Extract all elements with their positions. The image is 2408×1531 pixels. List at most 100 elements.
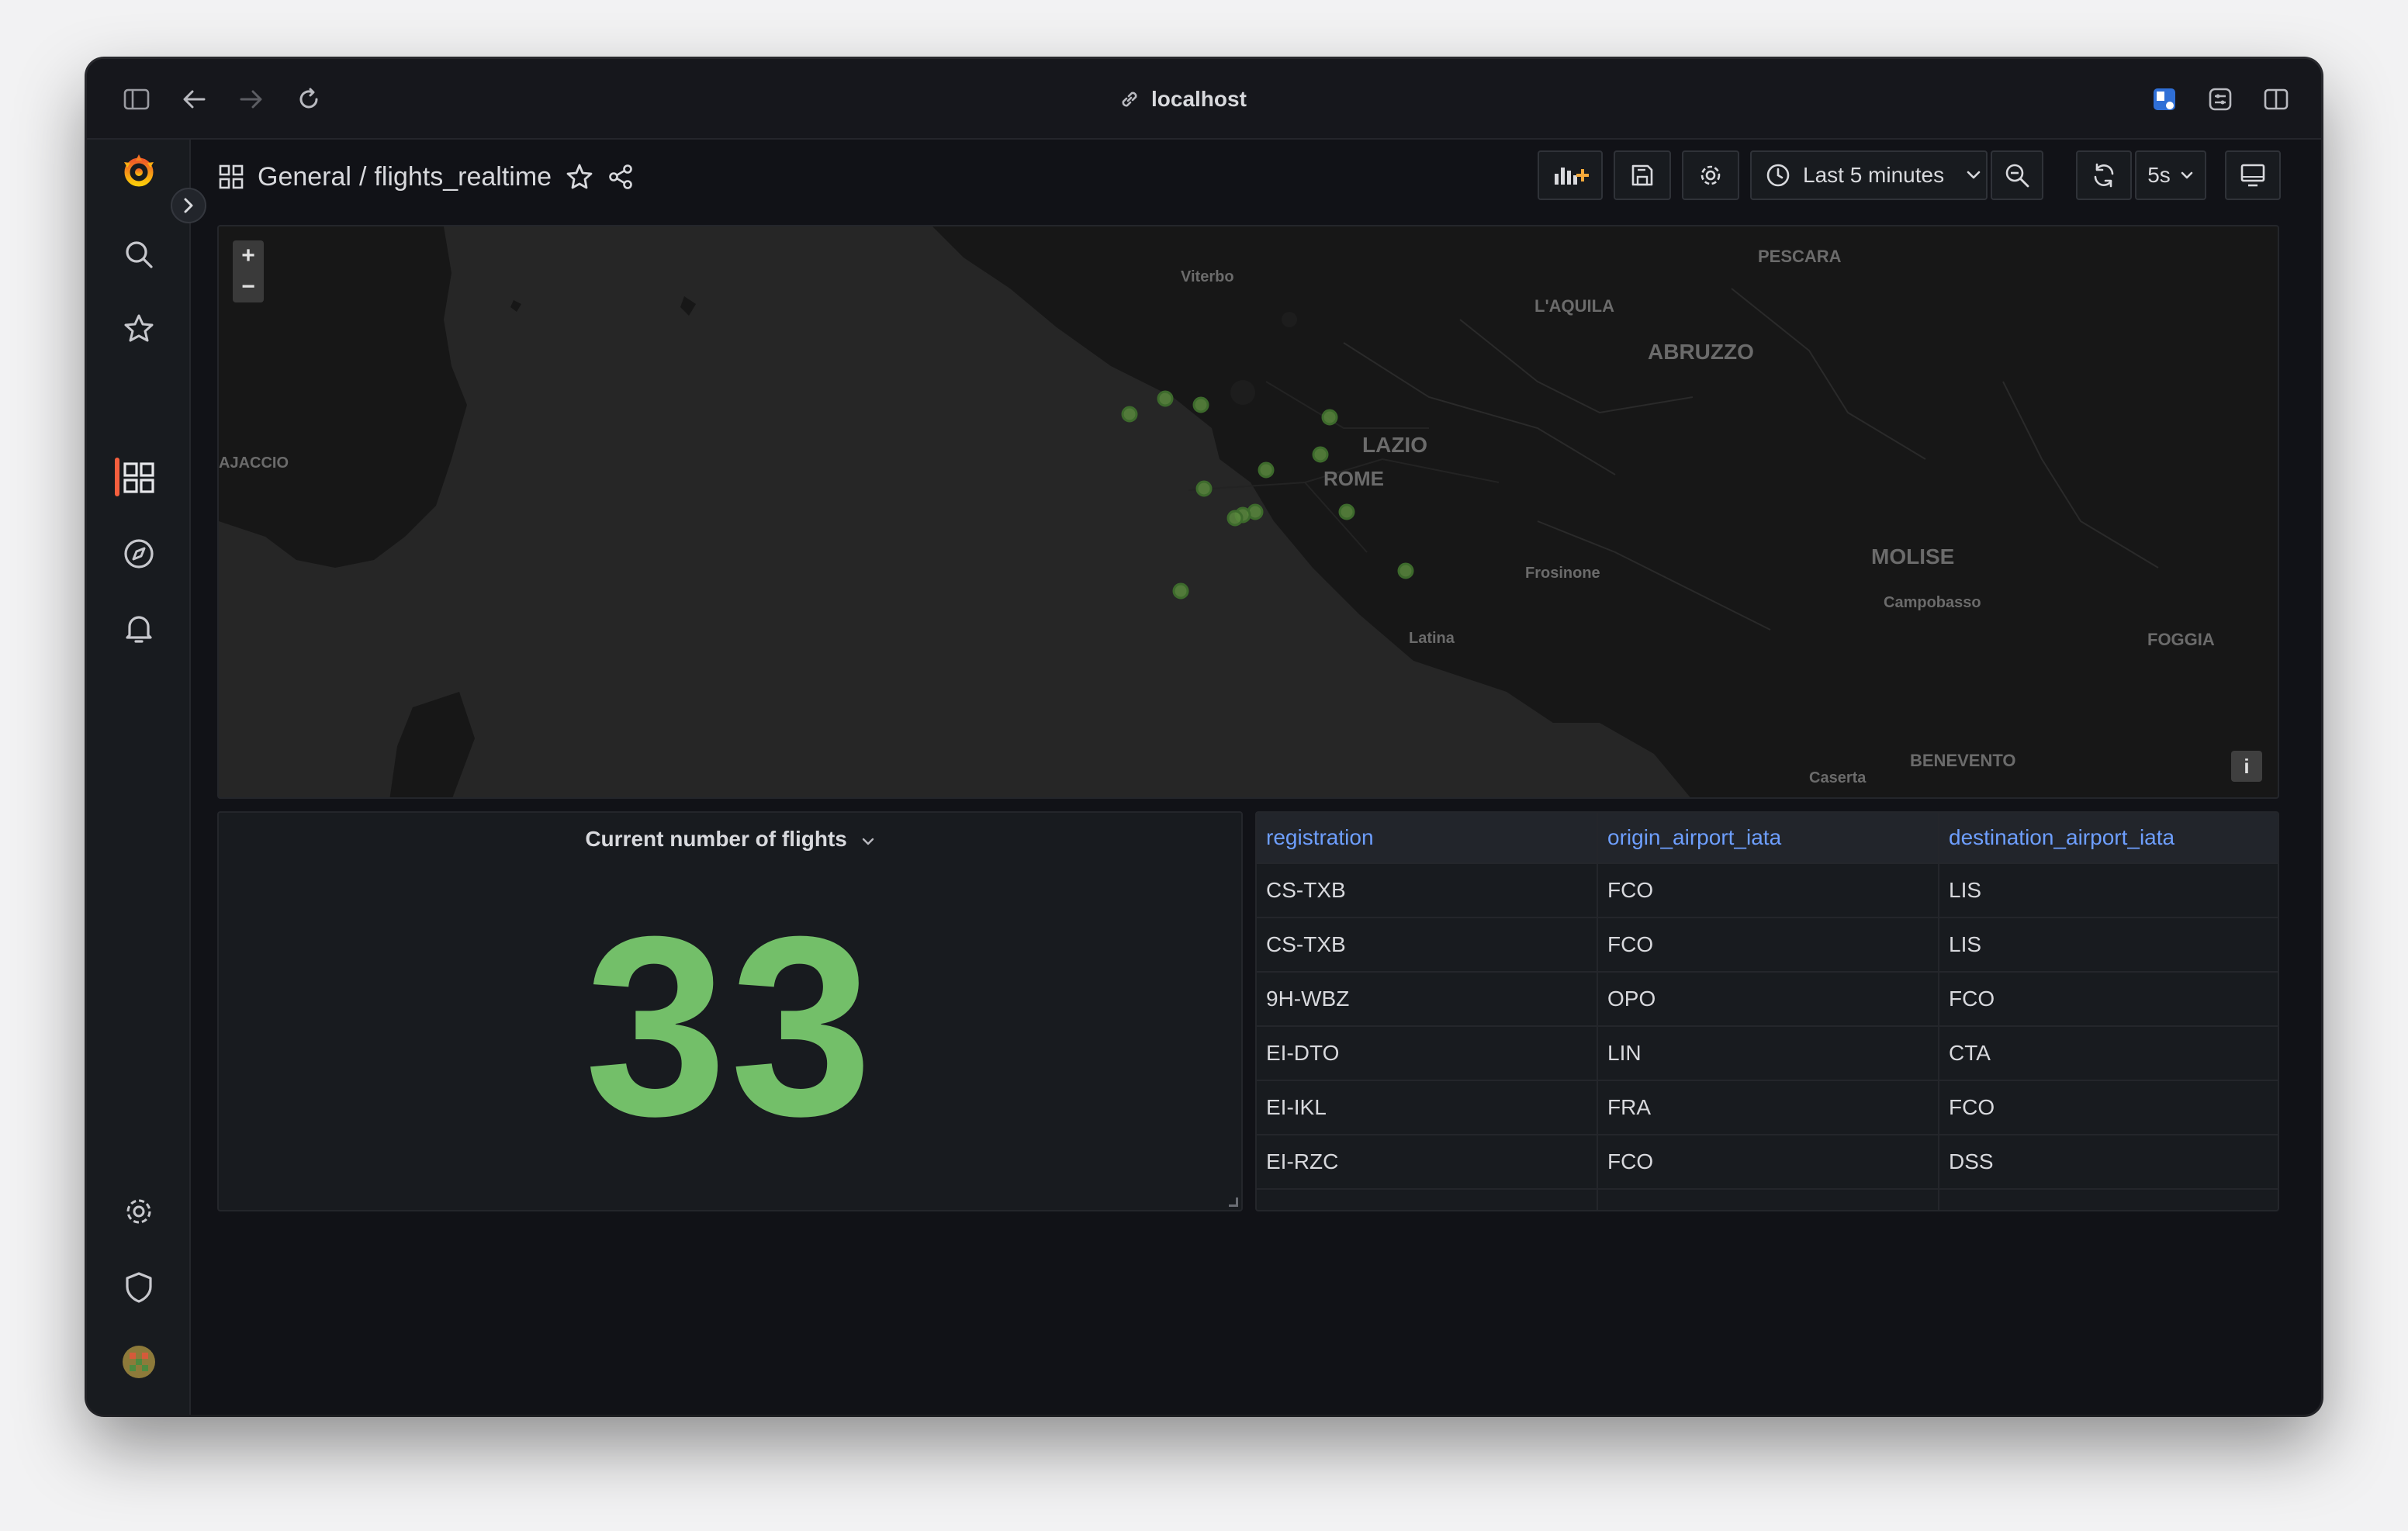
zoom-out-time-button[interactable] xyxy=(1991,150,2043,200)
map-label-molise: MOLISE xyxy=(1871,544,1955,569)
registration-cell: 9H-WBZ xyxy=(1257,973,1598,1025)
forward-icon[interactable] xyxy=(234,82,268,116)
origin-cell: OPO xyxy=(1598,973,1939,1025)
table-row: 9H-WBZ OPO FCO xyxy=(1257,973,2278,1027)
map-attribution-info-button[interactable]: i xyxy=(2231,751,2262,782)
help-icon[interactable] xyxy=(112,1412,165,1415)
time-range-picker[interactable]: Last 5 minutes xyxy=(1750,150,1988,200)
column-header-destination[interactable]: destination_airport_iata xyxy=(1949,825,2175,849)
active-indicator xyxy=(115,458,119,496)
save-icon xyxy=(1631,164,1653,186)
origin-cell: FCO xyxy=(1598,1135,1939,1188)
map-label-frosinone: Frosinone xyxy=(1525,565,1600,582)
flight-point[interactable] xyxy=(1321,409,1338,426)
dashboard-settings-button[interactable] xyxy=(1682,150,1739,200)
gear-icon xyxy=(1700,165,1721,185)
column-header-registration[interactable]: registration xyxy=(1257,813,1598,862)
grafana-logo-icon[interactable] xyxy=(112,144,165,197)
split-view-icon[interactable] xyxy=(2259,82,2293,116)
registration-cell: CS-TXB xyxy=(1257,864,1598,917)
destination-cell: LIS xyxy=(1949,932,1982,956)
map-zoom-out-button[interactable]: − xyxy=(241,274,255,299)
clock-icon xyxy=(1766,164,1790,187)
table-row: EI-DTO LIN CTA xyxy=(1257,1027,2278,1081)
destination-cell: FCO xyxy=(1949,987,1995,1011)
star-dashboard-icon[interactable] xyxy=(566,163,593,191)
back-icon[interactable] xyxy=(177,82,211,116)
add-panel-icon xyxy=(1555,168,1589,185)
flight-point[interactable] xyxy=(1226,510,1244,527)
configuration-gear-icon[interactable] xyxy=(112,1185,165,1238)
user-avatar[interactable] xyxy=(112,1336,165,1388)
share-icon[interactable] xyxy=(607,164,634,190)
map-label-pescara: PESCARA xyxy=(1758,247,1842,266)
dashboard-grid-icon xyxy=(216,161,247,192)
tv-mode-button[interactable] xyxy=(2225,150,2281,200)
table-row-partial xyxy=(1257,1190,2278,1210)
flight-points xyxy=(1121,390,1414,600)
add-panel-button[interactable] xyxy=(1538,150,1603,200)
table-row: EI-IKL FRA FCO xyxy=(1257,1081,2278,1135)
flight-point[interactable] xyxy=(1312,446,1329,463)
breadcrumb-folder[interactable]: General xyxy=(258,161,351,192)
panel-resize-handle[interactable] xyxy=(1229,1197,1238,1207)
flight-point[interactable] xyxy=(1195,480,1213,497)
map-label-abruzzo: ABRUZZO xyxy=(1648,340,1754,364)
zoom-out-icon xyxy=(2005,164,2029,188)
search-icon[interactable] xyxy=(112,228,165,281)
chevron-right-icon xyxy=(184,198,193,213)
refresh-interval-picker[interactable]: 5s xyxy=(2135,150,2206,200)
origin-cell: FCO xyxy=(1598,918,1939,971)
origin-cell: FCO xyxy=(1598,864,1939,917)
map-label-foggia: FOGGIA xyxy=(2147,630,2215,649)
flight-point[interactable] xyxy=(1192,396,1209,413)
chevron-down-icon xyxy=(1967,171,1981,179)
flight-point[interactable] xyxy=(1338,503,1355,520)
stat-panel-header[interactable]: Current number of flights xyxy=(219,827,1241,852)
table-row: CS-TXB FCO LIS xyxy=(1257,918,2278,973)
chevron-down-icon xyxy=(2181,171,2193,179)
map-label-benevento: BENEVENTO xyxy=(1910,751,2016,770)
map-label-campobasso: Campobasso xyxy=(1884,594,1981,611)
map-zoom-control: + − xyxy=(233,240,264,302)
registration-cell: CS-TXB xyxy=(1257,918,1598,971)
flight-point[interactable] xyxy=(1172,582,1189,600)
refresh-interval-label: 5s xyxy=(2147,163,2171,187)
origin-cell: FRA xyxy=(1598,1081,1939,1134)
reload-icon[interactable] xyxy=(292,82,326,116)
url-bar[interactable]: localhost xyxy=(1119,79,1289,119)
flight-point[interactable] xyxy=(1397,562,1414,579)
dashboard-title[interactable]: flights_realtime xyxy=(374,161,552,192)
explore-icon[interactable] xyxy=(112,527,165,580)
map-label-rome: ROME xyxy=(1323,467,1384,490)
flight-point[interactable] xyxy=(1157,390,1174,407)
flight-point[interactable] xyxy=(1121,406,1138,423)
destination-cell: FCO xyxy=(1949,1095,1995,1119)
column-header-origin[interactable]: origin_airport_iata xyxy=(1598,813,1939,862)
table-header-row: registration origin_airport_iata destina… xyxy=(1257,813,2278,864)
partial-cell xyxy=(1598,1190,1939,1210)
save-dashboard-button[interactable] xyxy=(1614,150,1671,200)
breadcrumb-separator: / xyxy=(358,161,367,192)
extension-icon[interactable] xyxy=(2147,82,2181,116)
registration-cell: EI-RZC xyxy=(1257,1135,1598,1188)
map-zoom-in-button[interactable]: + xyxy=(241,243,255,268)
server-admin-shield-icon[interactable] xyxy=(112,1261,165,1314)
sidebar-toggle-icon[interactable] xyxy=(119,82,154,116)
map-label-latina: Latina xyxy=(1409,630,1455,647)
refresh-icon xyxy=(2094,163,2114,188)
destination-cell: CTA xyxy=(1949,1041,1991,1065)
origin-cell: LIN xyxy=(1598,1027,1939,1080)
flights-table-panel: registration origin_airport_iata destina… xyxy=(1255,811,2279,1211)
stat-panel: Current number of flights 33 xyxy=(217,811,1243,1211)
dashboards-icon[interactable] xyxy=(112,451,165,504)
destination-cell: LIS xyxy=(1949,878,1982,902)
alerting-bell-icon[interactable] xyxy=(112,602,165,655)
flight-point[interactable] xyxy=(1258,461,1275,479)
starred-icon[interactable] xyxy=(112,302,165,355)
sliders-icon[interactable] xyxy=(2203,82,2237,116)
refresh-button[interactable] xyxy=(2076,150,2132,200)
geomap-panel[interactable]: + − Viterbo L'AQUILA PESCARA ABRUZZO LAZ… xyxy=(217,225,2279,799)
map-label-lazio: LAZIO xyxy=(1362,433,1427,457)
expand-menu-button[interactable] xyxy=(171,188,206,223)
